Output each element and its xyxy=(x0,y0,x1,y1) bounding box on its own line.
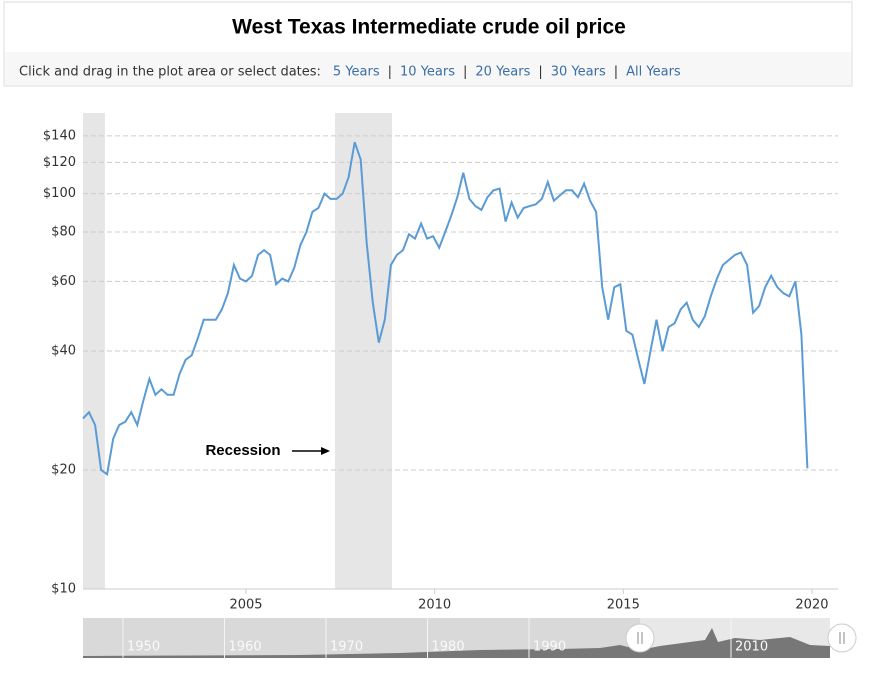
navigator-label: 1950 xyxy=(127,640,160,655)
y-tick-label: $80 xyxy=(51,225,76,240)
x-tick-label: 2005 xyxy=(229,598,262,613)
navigator-handle[interactable] xyxy=(827,623,857,653)
y-tick-label: $100 xyxy=(43,186,76,201)
y-tick-label: $140 xyxy=(43,128,76,143)
annotation-arrowhead xyxy=(321,447,330,455)
range-option[interactable]: 20 Years xyxy=(475,65,530,80)
selector-bar xyxy=(5,52,851,85)
navigator-label: 1990 xyxy=(533,640,566,655)
range-separator: | xyxy=(463,65,467,80)
navigator-label: 1960 xyxy=(229,640,262,655)
navigator-label: 1970 xyxy=(330,640,363,655)
y-tick-label: $10 xyxy=(51,582,76,597)
navigator-label: 2010 xyxy=(735,640,768,655)
x-tick-label: 2020 xyxy=(795,598,828,613)
range-option[interactable]: 10 Years xyxy=(400,65,455,80)
range-option[interactable]: All Years xyxy=(626,65,681,80)
y-tick-label: $20 xyxy=(51,463,76,478)
range-option[interactable]: 30 Years xyxy=(551,65,606,80)
range-separator: | xyxy=(538,65,542,80)
price-line xyxy=(82,141,809,477)
x-tick-label: 2015 xyxy=(607,598,640,613)
range-separator: | xyxy=(614,65,618,80)
chart-title: West Texas Intermediate crude oil price xyxy=(232,16,626,39)
range-option[interactable]: 5 Years xyxy=(333,65,380,80)
range-prompt: Click and drag in the plot area or selec… xyxy=(19,65,321,80)
y-tick-label: $60 xyxy=(51,274,76,289)
annotation: Recession xyxy=(205,442,280,459)
navigator-handle[interactable] xyxy=(625,623,655,653)
range-separator: | xyxy=(388,65,392,80)
y-tick-label: $40 xyxy=(51,344,76,359)
navigator-label: 1980 xyxy=(432,640,465,655)
y-tick-label: $120 xyxy=(43,155,76,170)
x-tick-label: 2010 xyxy=(418,598,451,613)
